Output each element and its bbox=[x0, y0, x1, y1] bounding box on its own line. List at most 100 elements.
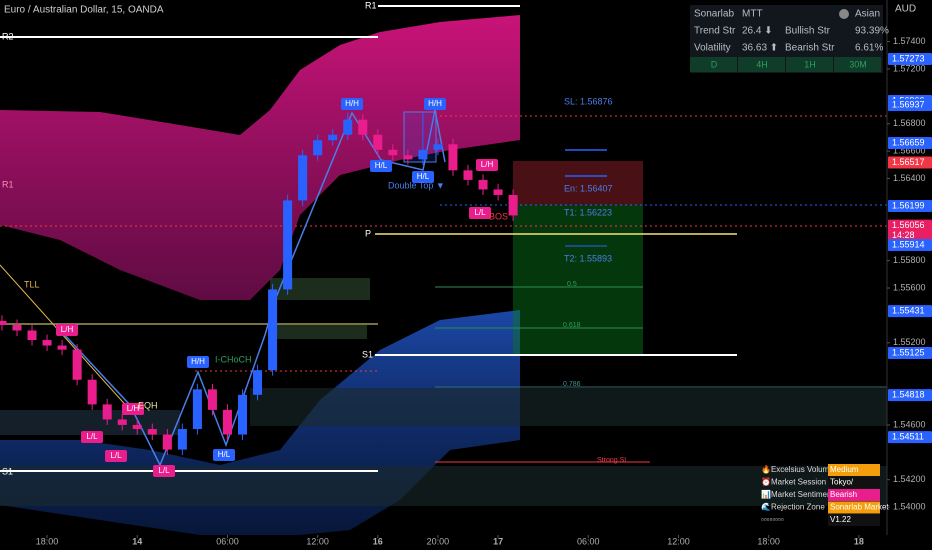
tp-zone bbox=[513, 205, 643, 355]
candle-body bbox=[448, 144, 458, 171]
label-box bbox=[424, 98, 446, 110]
x-tick-label: 17 bbox=[493, 536, 503, 546]
panel-value: Bearish bbox=[830, 490, 857, 499]
candle-body bbox=[222, 409, 232, 435]
timeframe: D bbox=[711, 59, 718, 69]
price-tag bbox=[888, 200, 932, 213]
candle-body bbox=[268, 289, 278, 371]
structure-label: L/H bbox=[481, 160, 494, 169]
price-tag bbox=[888, 347, 932, 360]
panel-value: Sonarlab Market bbox=[830, 503, 889, 512]
x-tick-label: 12:00 bbox=[667, 536, 690, 546]
x-tick-label: 18:00 bbox=[757, 536, 780, 546]
price-tag-label: 1.56659 bbox=[892, 137, 925, 147]
price-tag bbox=[888, 99, 932, 112]
lines bbox=[0, 5, 887, 472]
panel-label: 🔥Excelsius Volume bbox=[761, 464, 834, 474]
price-tag bbox=[888, 219, 932, 242]
candle-body bbox=[42, 340, 52, 346]
candle-body bbox=[177, 429, 187, 450]
y-tick-label: 1.56400 bbox=[893, 173, 926, 183]
price-tag bbox=[888, 156, 932, 169]
x-tick-label: 18:00 bbox=[36, 536, 59, 546]
level-label: P bbox=[365, 228, 371, 238]
trend-line bbox=[0, 264, 131, 411]
candle-body bbox=[192, 389, 202, 430]
price-tag-label: 1.55914 bbox=[892, 239, 925, 249]
level-label: R1 bbox=[2, 179, 14, 189]
candle-body bbox=[403, 155, 413, 160]
level-label: R1 bbox=[365, 0, 377, 10]
label-box bbox=[105, 450, 127, 462]
price-axis bbox=[887, 0, 932, 550]
y-tick-label: 1.55800 bbox=[893, 255, 926, 265]
price-tag-label: 1.54818 bbox=[892, 389, 925, 399]
table-cell: Bullish Str bbox=[785, 26, 831, 37]
x-tick-label: 06:00 bbox=[216, 536, 239, 546]
session-dot bbox=[839, 9, 849, 19]
y-tick-label: 1.57200 bbox=[893, 63, 926, 73]
price-tag bbox=[888, 389, 932, 402]
candle-body bbox=[478, 179, 488, 190]
level-label: S1 bbox=[2, 466, 13, 476]
panel-value-bg bbox=[828, 501, 880, 514]
table-cell: 26.4 ⬇ bbox=[742, 26, 773, 37]
chart-title: Euro / Australian Dollar, 15, OANDA bbox=[4, 5, 164, 16]
candle-body bbox=[418, 149, 428, 160]
price-tag bbox=[888, 239, 932, 252]
annotation: Double Top ▼ bbox=[388, 180, 445, 190]
panel-value-bg bbox=[828, 476, 880, 489]
table-cell: Bearish Str bbox=[785, 43, 835, 54]
candle-body bbox=[493, 189, 503, 195]
price-tag-label: 1.55125 bbox=[892, 347, 925, 357]
y-tick-label: 1.54000 bbox=[893, 501, 926, 511]
y-tick-label: 1.56600 bbox=[893, 146, 926, 156]
countdown: 14:28 bbox=[892, 230, 915, 240]
structure-label: L/L bbox=[474, 208, 486, 217]
timeframe-cell bbox=[738, 57, 785, 72]
y-tick-label: 1.56800 bbox=[893, 118, 926, 128]
table-cell: Asian bbox=[855, 9, 880, 20]
structure-label: L/L bbox=[110, 451, 122, 460]
structure-label: H/H bbox=[191, 357, 205, 366]
table-cell: Volatility bbox=[694, 43, 731, 54]
y-tick-label: 1.54600 bbox=[893, 419, 926, 429]
candle-body bbox=[132, 424, 142, 430]
panel-value-bg bbox=[828, 489, 880, 501]
candle-body bbox=[373, 134, 383, 150]
label-box bbox=[412, 171, 434, 183]
candle-body bbox=[87, 379, 97, 405]
candle-body bbox=[117, 419, 127, 425]
candle-body bbox=[283, 200, 293, 290]
panel-label: 🌊Rejection Zone bbox=[761, 502, 825, 512]
table-cell: Trend Str bbox=[694, 26, 736, 37]
price-tag-label: 1.57273 bbox=[892, 53, 925, 63]
x-tick-label: 14 bbox=[132, 536, 142, 546]
info-table: Sonarlab MTT Asian Trend Str 26.4 ⬇ Bullish S… bbox=[690, 5, 889, 73]
table-cell: 36.63 ⬆ bbox=[742, 43, 778, 54]
candle-body bbox=[388, 149, 398, 156]
price-tag-label: 1.56056 bbox=[892, 220, 925, 230]
candle-body bbox=[207, 389, 217, 410]
label-box bbox=[153, 465, 175, 477]
structure-label: L/H bbox=[61, 325, 74, 334]
annotation: TLL bbox=[24, 279, 40, 289]
candle-body bbox=[343, 119, 353, 135]
structure-label: H/L bbox=[375, 161, 388, 170]
candle-body bbox=[102, 404, 112, 420]
y-tick-label: 1.55200 bbox=[893, 337, 926, 347]
x-tick-label: 20:00 bbox=[427, 536, 450, 546]
annotation: SL: 1.56876 bbox=[564, 96, 613, 106]
candle-body bbox=[57, 345, 67, 350]
table-cell: 93.39% bbox=[855, 26, 889, 37]
x-tick-label: 12:00 bbox=[306, 536, 329, 546]
upper-band bbox=[0, 15, 520, 300]
timeframe: 30M bbox=[849, 59, 867, 69]
table-cell: Sonarlab bbox=[694, 9, 734, 20]
structure-label: L/L bbox=[158, 466, 170, 475]
x-tick-label: 18 bbox=[854, 536, 864, 546]
panel-value-bg bbox=[828, 514, 880, 526]
annotation: T1: 1.56223 bbox=[564, 207, 612, 217]
label-box bbox=[341, 98, 363, 110]
candle-body bbox=[253, 370, 263, 395]
